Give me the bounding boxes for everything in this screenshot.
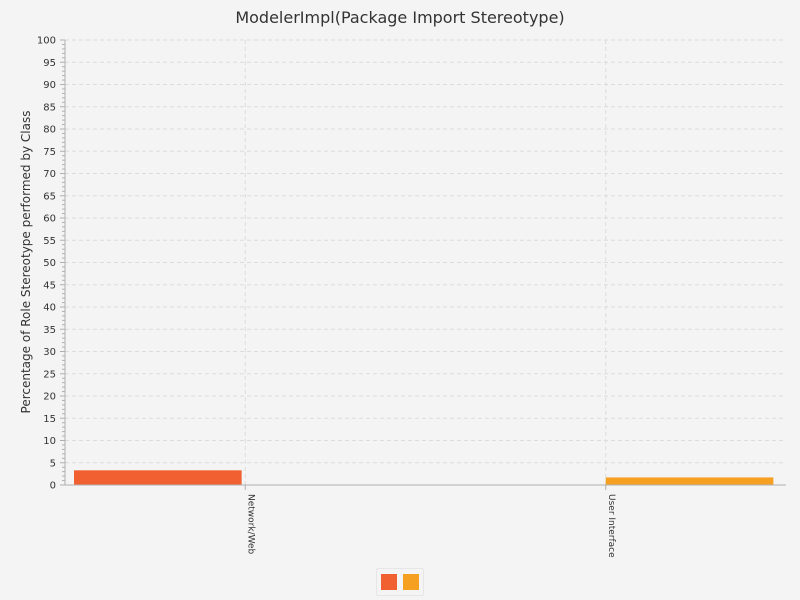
legend-swatch-series-1 xyxy=(381,574,397,590)
y-tick-label: 55 xyxy=(43,236,56,247)
y-tick-label: 25 xyxy=(43,369,56,380)
y-tick-label: 40 xyxy=(43,303,56,314)
y-tick-label: 35 xyxy=(43,325,56,336)
legend xyxy=(376,568,424,596)
y-tick-label: 20 xyxy=(43,392,56,403)
y-tick-label: 70 xyxy=(43,169,56,180)
y-tick-label: 75 xyxy=(43,147,56,158)
y-tick-label: 0 xyxy=(50,481,56,492)
y-tick-label: 100 xyxy=(37,36,56,47)
y-tick-label: 15 xyxy=(43,414,56,425)
y-tick-label: 5 xyxy=(50,458,56,469)
x-tick-label: Network/Web xyxy=(245,494,255,555)
y-tick-label: 50 xyxy=(43,258,56,269)
y-tick-label: 80 xyxy=(43,125,56,136)
bar xyxy=(74,470,242,485)
y-tick-label: 60 xyxy=(43,214,56,225)
y-tick-label: 65 xyxy=(43,191,56,202)
y-tick-label: 90 xyxy=(43,80,56,91)
y-tick-label: 10 xyxy=(43,436,56,447)
y-tick-label: 45 xyxy=(43,280,56,291)
y-tick-label: 85 xyxy=(43,102,56,113)
legend-swatch-series-2 xyxy=(403,574,419,590)
y-tick-label: 30 xyxy=(43,347,56,358)
bar xyxy=(605,477,774,485)
y-tick-label: 95 xyxy=(43,58,56,69)
chart-title: ModelerImpl(Package Import Stereotype) xyxy=(235,8,565,27)
x-tick-label: User Interface xyxy=(606,494,616,558)
